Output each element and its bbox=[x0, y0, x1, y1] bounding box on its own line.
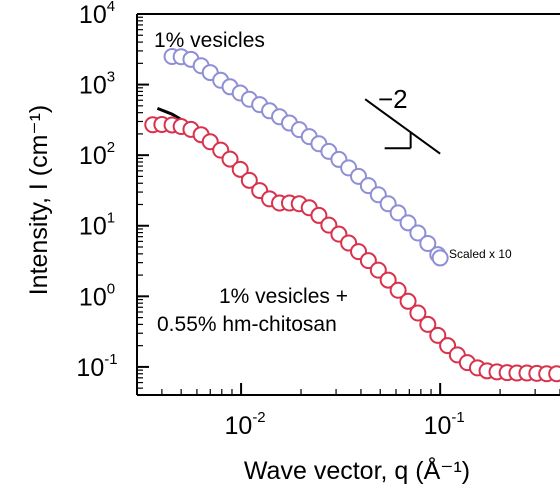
series-2-marker bbox=[231, 160, 249, 178]
series-2-marker bbox=[379, 271, 397, 289]
series-2-marker bbox=[240, 171, 258, 189]
series-2-marker bbox=[429, 326, 447, 344]
series-2-marker bbox=[548, 365, 560, 383]
series-1-marker bbox=[399, 214, 417, 232]
y-tick-label: 100 bbox=[79, 280, 115, 311]
x-tick-label: 10-2 bbox=[225, 409, 266, 440]
series-1-marker bbox=[419, 235, 437, 253]
slope-label: −2 bbox=[378, 84, 408, 114]
slope-hypotenuse bbox=[364, 98, 441, 155]
series-2-marker bbox=[221, 150, 239, 168]
y-tick-label: 103 bbox=[79, 69, 115, 100]
series-1-marker bbox=[389, 204, 407, 222]
x-tick-label: 10-1 bbox=[424, 409, 465, 440]
series-2-marker bbox=[399, 292, 417, 310]
series-2-marker bbox=[389, 281, 407, 299]
data-markers bbox=[144, 47, 560, 383]
series-1-label: 1% vesicles bbox=[154, 29, 265, 52]
series-1-marker bbox=[409, 224, 427, 242]
axis-ticks bbox=[136, 13, 560, 396]
series-2-marker bbox=[409, 304, 427, 322]
series-2-label-line-1: 1% vesicles + bbox=[219, 285, 348, 308]
slope-triangle bbox=[364, 98, 441, 155]
y-axis-label: Intensity, I (cm⁻¹) bbox=[25, 105, 53, 296]
y-tick-label: 10-1 bbox=[76, 351, 117, 382]
tick-labels: 10-1 100 101 102 103 104 10-2 10-1 bbox=[76, 0, 464, 440]
series-2-label-line-2: 0.55% hm-chitosan bbox=[157, 313, 337, 336]
series-2-marker bbox=[369, 261, 387, 279]
y-tick-label: 102 bbox=[79, 139, 115, 170]
series-2-marker bbox=[310, 206, 328, 224]
series-2-marker bbox=[419, 315, 437, 333]
series-1-marker bbox=[431, 249, 449, 267]
series-1-scale-note: Scaled x 10 bbox=[449, 247, 512, 261]
y-tick-label: 104 bbox=[79, 0, 115, 29]
x-axis-label: Wave vector, q (Å⁻¹) bbox=[244, 455, 470, 485]
y-tick-label: 101 bbox=[79, 210, 115, 241]
